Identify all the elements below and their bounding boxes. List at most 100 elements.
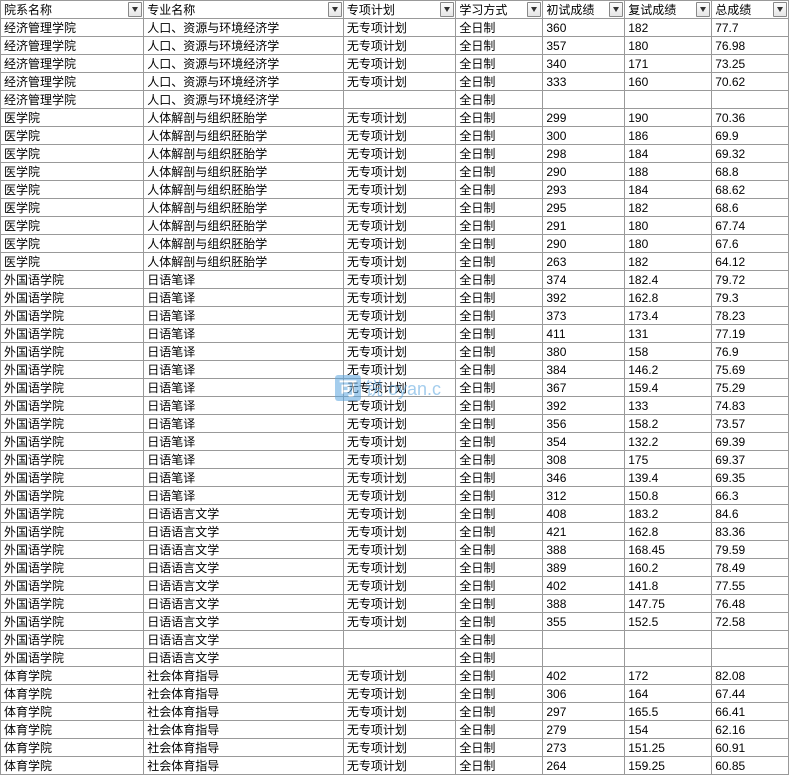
table-cell: 全日制 <box>456 703 543 721</box>
table-cell: 133 <box>625 397 712 415</box>
table-cell: 69.32 <box>712 145 789 163</box>
filter-dropdown-icon[interactable] <box>773 2 787 17</box>
table-cell: 77.7 <box>712 19 789 37</box>
table-cell: 全日制 <box>456 73 543 91</box>
table-cell: 全日制 <box>456 55 543 73</box>
header-row: 院系名称专业名称专项计划学习方式初试成绩复试成绩总成绩 <box>1 1 789 19</box>
table-cell: 147.75 <box>625 595 712 613</box>
table-cell: 医学院 <box>1 217 144 235</box>
table-cell: 外国语学院 <box>1 397 144 415</box>
table-cell: 人口、资源与环境经济学 <box>144 73 344 91</box>
table-cell: 389 <box>543 559 625 577</box>
table-cell: 全日制 <box>456 559 543 577</box>
table-cell: 131 <box>625 325 712 343</box>
table-cell: 73.57 <box>712 415 789 433</box>
table-cell: 日语语言文学 <box>144 559 344 577</box>
table-cell: 日语语言文学 <box>144 631 344 649</box>
data-table: 院系名称专业名称专项计划学习方式初试成绩复试成绩总成绩 经济管理学院人口、资源与… <box>0 0 789 775</box>
table-row: 体育学院社会体育指导无专项计划全日制40217282.08 <box>1 667 789 685</box>
table-cell: 356 <box>543 415 625 433</box>
table-cell: 360 <box>543 19 625 37</box>
table-cell: 180 <box>625 37 712 55</box>
table-cell: 73.25 <box>712 55 789 73</box>
table-cell: 外国语学院 <box>1 289 144 307</box>
column-header-6: 总成绩 <box>712 1 789 19</box>
table-cell: 354 <box>543 433 625 451</box>
table-cell: 164 <box>625 685 712 703</box>
table-cell: 医学院 <box>1 235 144 253</box>
table-cell: 299 <box>543 109 625 127</box>
table-cell: 308 <box>543 451 625 469</box>
column-header-label: 复试成绩 <box>628 3 676 17</box>
table-cell: 83.36 <box>712 523 789 541</box>
table-cell: 日语笔译 <box>144 469 344 487</box>
table-cell: 日语笔译 <box>144 433 344 451</box>
table-cell: 外国语学院 <box>1 541 144 559</box>
table-cell: 290 <box>543 235 625 253</box>
table-cell: 79.72 <box>712 271 789 289</box>
table-cell: 165.5 <box>625 703 712 721</box>
table-cell: 67.74 <box>712 217 789 235</box>
table-cell: 人口、资源与环境经济学 <box>144 19 344 37</box>
column-header-2: 专项计划 <box>343 1 456 19</box>
table-cell: 人体解剖与组织胚胎学 <box>144 253 344 271</box>
filter-dropdown-icon[interactable] <box>609 2 623 17</box>
filter-dropdown-icon[interactable] <box>440 2 454 17</box>
table-cell: 无专项计划 <box>343 145 456 163</box>
table-row: 体育学院社会体育指导无专项计划全日制273151.2560.91 <box>1 739 789 757</box>
table-cell: 75.29 <box>712 379 789 397</box>
table-cell <box>625 649 712 667</box>
table-cell: 全日制 <box>456 361 543 379</box>
table-cell: 67.44 <box>712 685 789 703</box>
table-cell: 79.59 <box>712 541 789 559</box>
table-cell: 全日制 <box>456 181 543 199</box>
table-cell: 无专项计划 <box>343 127 456 145</box>
table-row: 外国语学院日语笔译无专项计划全日制39213374.83 <box>1 397 789 415</box>
table-cell: 日语语言文学 <box>144 541 344 559</box>
table-cell: 无专项计划 <box>343 613 456 631</box>
table-cell: 外国语学院 <box>1 433 144 451</box>
table-row: 经济管理学院人口、资源与环境经济学无专项计划全日制35718076.98 <box>1 37 789 55</box>
table-cell: 75.69 <box>712 361 789 379</box>
table-cell: 69.9 <box>712 127 789 145</box>
table-cell: 68.8 <box>712 163 789 181</box>
table-cell: 无专项计划 <box>343 433 456 451</box>
filter-dropdown-icon[interactable] <box>328 2 342 17</box>
table-cell: 外国语学院 <box>1 595 144 613</box>
table-cell: 全日制 <box>456 415 543 433</box>
table-cell: 经济管理学院 <box>1 19 144 37</box>
table-cell: 日语语言文学 <box>144 505 344 523</box>
table-row: 医学院人体解剖与组织胚胎学无专项计划全日制29118067.74 <box>1 217 789 235</box>
table-cell: 全日制 <box>456 667 543 685</box>
filter-dropdown-icon[interactable] <box>128 2 142 17</box>
table-cell: 182.4 <box>625 271 712 289</box>
filter-dropdown-icon[interactable] <box>696 2 710 17</box>
table-cell: 392 <box>543 397 625 415</box>
table-cell: 日语笔译 <box>144 415 344 433</box>
table-cell: 日语语言文学 <box>144 595 344 613</box>
table-cell: 外国语学院 <box>1 451 144 469</box>
table-cell: 158 <box>625 343 712 361</box>
table-cell: 190 <box>625 109 712 127</box>
table-cell: 人口、资源与环境经济学 <box>144 91 344 109</box>
table-cell: 全日制 <box>456 37 543 55</box>
table-cell: 全日制 <box>456 217 543 235</box>
table-row: 医学院人体解剖与组织胚胎学无专项计划全日制29318468.62 <box>1 181 789 199</box>
table-cell: 300 <box>543 127 625 145</box>
table-cell: 体育学院 <box>1 703 144 721</box>
table-cell: 日语笔译 <box>144 343 344 361</box>
table-cell: 175 <box>625 451 712 469</box>
table-cell: 无专项计划 <box>343 703 456 721</box>
table-cell: 人口、资源与环境经济学 <box>144 37 344 55</box>
table-cell: 340 <box>543 55 625 73</box>
table-cell: 医学院 <box>1 109 144 127</box>
table-cell: 159.4 <box>625 379 712 397</box>
table-cell: 无专项计划 <box>343 253 456 271</box>
table-cell: 外国语学院 <box>1 379 144 397</box>
table-row: 体育学院社会体育指导无专项计划全日制27915462.16 <box>1 721 789 739</box>
filter-dropdown-icon[interactable] <box>527 2 541 17</box>
table-cell: 297 <box>543 703 625 721</box>
table-cell: 无专项计划 <box>343 667 456 685</box>
table-cell: 日语语言文学 <box>144 523 344 541</box>
table-cell: 人体解剖与组织胚胎学 <box>144 127 344 145</box>
